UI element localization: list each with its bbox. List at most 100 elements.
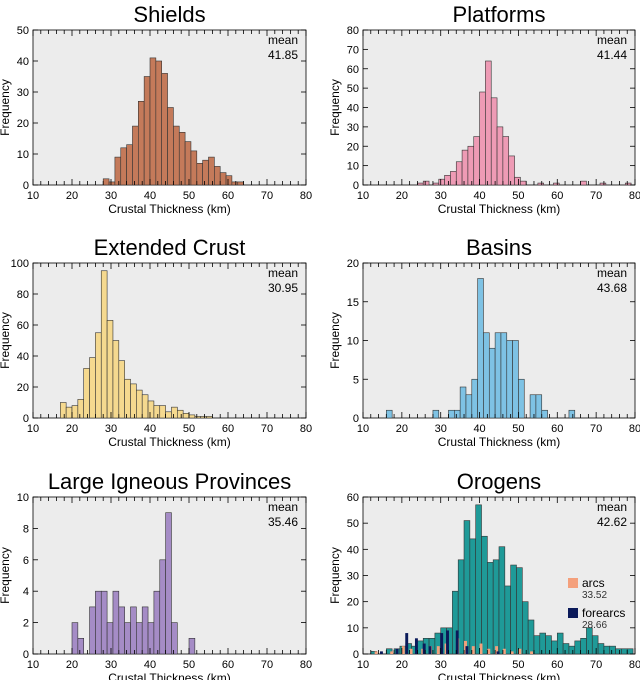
x-axis-label: Crustal Thickness (km) — [438, 671, 560, 680]
y-axis-label: Frequency — [0, 79, 12, 136]
histogram-bar — [591, 635, 599, 655]
y-tick-label: 60 — [347, 64, 359, 76]
x-tick-label: 40 — [144, 659, 156, 671]
histogram-bar — [463, 520, 471, 655]
histogram-bar — [153, 590, 161, 655]
histogram-bar — [417, 182, 424, 186]
chart-title: Basins — [466, 235, 532, 260]
histogram-bar — [100, 590, 108, 655]
x-tick-label: 20 — [396, 659, 408, 671]
y-tick-label: 70 — [347, 44, 359, 56]
histogram-bar — [465, 394, 473, 419]
histogram-bar — [194, 416, 202, 419]
y-tick-label: 10 — [17, 149, 29, 161]
histogram-bar — [498, 546, 506, 655]
mean-label: mean — [597, 500, 627, 514]
histogram-bar — [455, 161, 463, 186]
histogram-bar — [200, 416, 207, 419]
histogram-bar — [118, 606, 125, 655]
histogram-bar — [182, 413, 190, 419]
forearcs-bar — [380, 651, 383, 654]
histogram-bar — [492, 559, 500, 655]
histogram-bar — [178, 132, 186, 186]
x-tick-label: 30 — [435, 190, 447, 202]
histogram-bar — [603, 645, 611, 655]
histogram-bar — [444, 175, 451, 186]
y-tick-label: 100 — [11, 258, 29, 270]
x-tick-label: 50 — [183, 659, 195, 671]
x-tick-label: 70 — [261, 659, 273, 671]
histogram-bar — [231, 181, 239, 186]
y-tick-label: 40 — [17, 56, 29, 68]
x-tick-label: 50 — [183, 423, 195, 435]
histogram-bar — [214, 166, 221, 186]
y-tick-label: 0 — [353, 649, 359, 661]
arcs-bar — [409, 648, 413, 654]
arcs-bar — [487, 648, 491, 654]
histogram-bar — [529, 394, 537, 419]
histogram-bar — [541, 409, 548, 419]
x-tick-label: 80 — [300, 659, 312, 671]
legend-mean-forearcs: 28.66 — [582, 620, 607, 631]
arcs-bar — [374, 651, 378, 654]
x-tick-label: 60 — [222, 659, 234, 671]
arcs-bar — [471, 646, 475, 654]
histogram-bar — [141, 606, 149, 655]
histogram-bar — [432, 182, 440, 186]
x-tick-label: 20 — [66, 423, 78, 435]
histogram-bar — [130, 383, 137, 419]
histogram-bar — [450, 171, 457, 186]
histogram-bar — [512, 340, 519, 419]
histogram-bar — [124, 622, 131, 655]
histogram-bar — [155, 60, 163, 186]
histogram-bar — [159, 405, 166, 419]
histogram-bar — [225, 175, 233, 186]
y-tick-label: 50 — [347, 83, 359, 95]
forearcs-bar — [440, 633, 444, 654]
histogram-bar — [188, 637, 196, 655]
histogram-bar — [188, 414, 196, 419]
y-tick-label: 4 — [23, 586, 29, 598]
histogram-bar — [574, 640, 581, 655]
histogram-bar — [609, 645, 616, 655]
mean-value: 43.68 — [597, 281, 627, 295]
forearcs-bar — [455, 630, 459, 654]
histogram-bar — [553, 182, 560, 186]
histogram-bar — [527, 619, 535, 655]
histogram-bar — [432, 409, 440, 419]
histogram-bar — [95, 332, 102, 419]
histogram-bar — [473, 136, 480, 186]
x-tick-label: 80 — [300, 423, 312, 435]
histogram-bar — [568, 409, 576, 419]
histogram-bar — [516, 567, 523, 655]
y-tick-label: 80 — [17, 289, 29, 301]
histogram-bar — [126, 144, 133, 186]
x-tick-label: 60 — [551, 659, 563, 671]
y-tick-label: 5 — [353, 374, 359, 386]
histogram-bar — [504, 585, 511, 655]
x-tick-label: 70 — [261, 190, 273, 202]
histogram-bar — [89, 606, 96, 655]
histogram-bar — [114, 156, 122, 186]
x-tick-label: 30 — [105, 659, 117, 671]
y-tick-label: 30 — [347, 122, 359, 134]
x-tick-label: 10 — [357, 659, 369, 671]
histogram-bar — [510, 564, 517, 655]
arcs-bar — [530, 651, 533, 654]
histogram-bar — [143, 76, 151, 186]
arcs-bar — [436, 646, 440, 654]
mean-label: mean — [268, 500, 298, 514]
y-tick-label: 10 — [17, 492, 29, 504]
histogram-bar — [479, 91, 486, 186]
y-tick-label: 10 — [347, 336, 359, 348]
legend-swatch-forearcs — [568, 608, 578, 618]
x-tick-label: 80 — [300, 190, 312, 202]
histogram-bar — [149, 57, 157, 186]
histogram-bar — [488, 347, 496, 419]
histogram-bar — [138, 101, 145, 186]
histogram-panel-5: Large Igneous Provinces 0 2 4 6 8 10 10 20 30 40 50… — [0, 469, 312, 680]
x-tick-label: 50 — [512, 423, 524, 435]
